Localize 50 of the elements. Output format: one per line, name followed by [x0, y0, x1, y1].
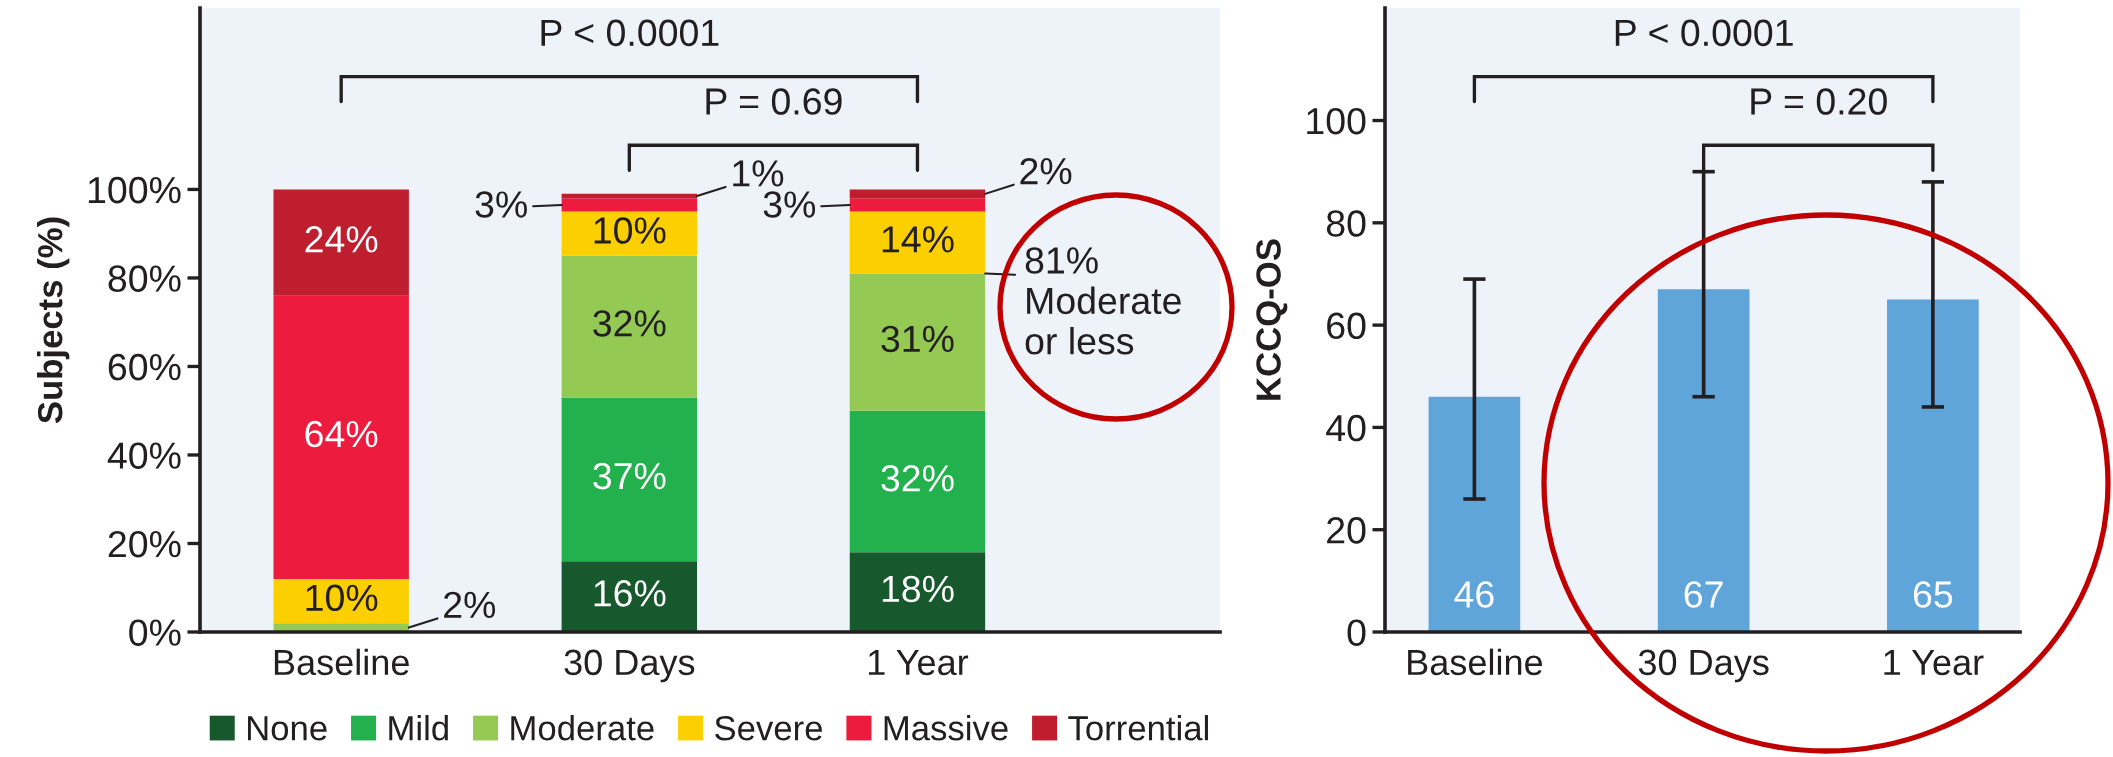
data-label: 1% [733, 160, 784, 187]
y-tick-label: 20 [1327, 517, 1366, 544]
x-tick-label: 1 Year [1884, 649, 1984, 676]
annotation: P = 0.69 [706, 88, 842, 115]
legend-label: Moderate [511, 715, 654, 741]
data-label: 14% [882, 226, 954, 253]
data-label: 18% [882, 575, 954, 603]
data-label: 64% [305, 420, 378, 448]
y-tick-label: 80 [1326, 210, 1366, 237]
y-axis-title: Subjects (%) [37, 217, 70, 424]
data-label: 46 [1454, 581, 1494, 608]
data-label: 3% [763, 191, 816, 218]
legend-label: None [247, 716, 327, 741]
x-tick-label: 1 Year [868, 649, 969, 676]
data-label: 37% [593, 462, 666, 490]
x-tick-label: 30 Days [564, 649, 695, 683]
annotation: P < 0.0001 [1615, 19, 1793, 47]
data-label: 2% [1020, 157, 1072, 185]
legend-label: Torrential [1068, 715, 1208, 741]
data-label: 32% [593, 310, 666, 337]
annotation: 81% Moderate or less [1025, 247, 1181, 355]
annotation: P = 0.20 [1751, 88, 1887, 115]
data-label: 16% [594, 580, 666, 607]
data-label: 3% [475, 191, 527, 218]
data-label: 10% [306, 584, 378, 612]
legend-label: Severe [715, 715, 822, 741]
annotation: P < 0.0001 [541, 19, 719, 47]
y-tick-label: 0% [129, 619, 181, 646]
data-label: 32% [881, 465, 954, 492]
y-tick-label: 40 [1326, 414, 1366, 442]
y-tick-label: 60 [1327, 312, 1366, 340]
data-label: 31% [881, 325, 954, 353]
data-label: 67 [1684, 581, 1723, 608]
legend-label: Massive [884, 715, 1008, 741]
y-tick-label: 80% [108, 265, 181, 292]
y-axis-title: KCCQ-OS [1256, 239, 1288, 400]
y-tick-label: 20% [108, 530, 181, 558]
x-tick-label: Baseline [1408, 648, 1543, 676]
data-label: 65 [1913, 581, 1953, 608]
y-tick-label: 60% [108, 353, 181, 381]
y-tick-label: 100 [1307, 107, 1366, 135]
y-tick-label: 40% [107, 442, 181, 469]
x-tick-label: Baseline [274, 648, 409, 676]
data-label: 10% [594, 217, 666, 244]
y-tick-label: 100% [88, 176, 181, 204]
y-tick-label: 0 [1347, 619, 1366, 646]
legend-label: Mild [389, 715, 448, 741]
x-tick-label: 30 Days [1638, 649, 1769, 683]
data-label: 2% [444, 591, 496, 619]
data-label: 24% [305, 226, 378, 253]
